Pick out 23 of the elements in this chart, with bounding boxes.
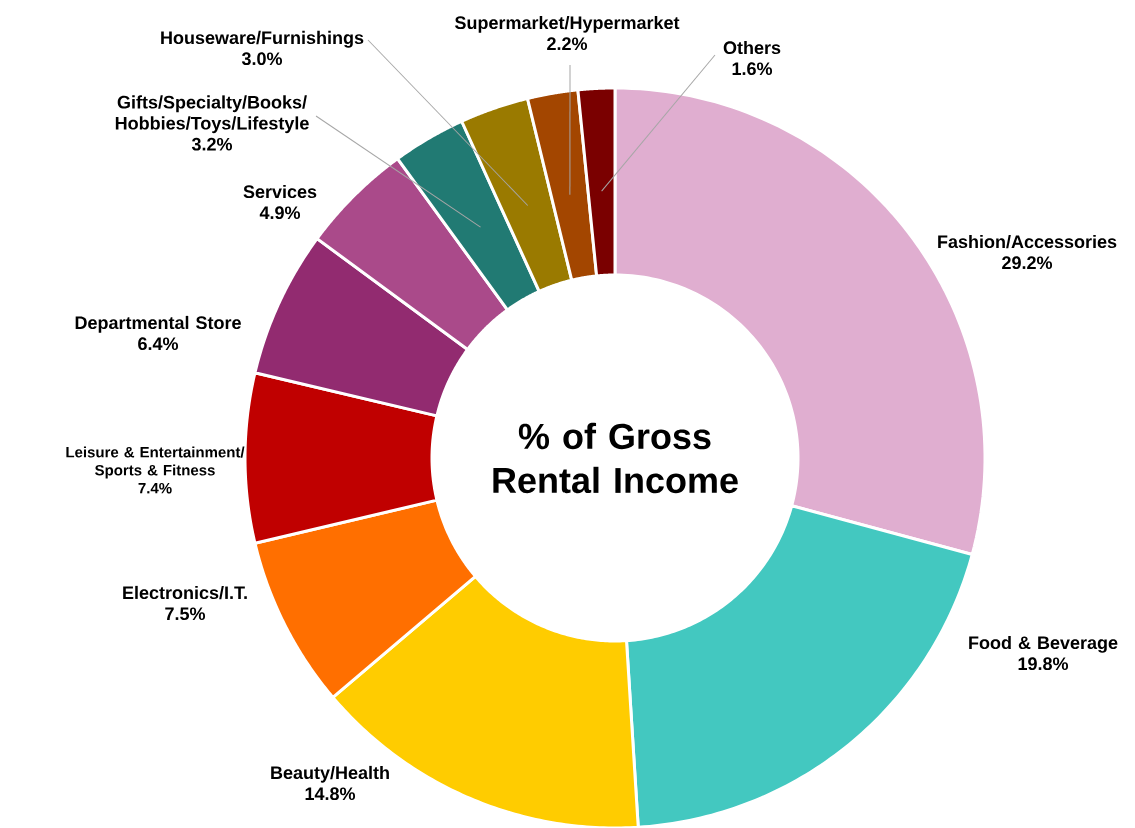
slice-label: Gifts/Specialty/Books/Hobbies/Toys/Lifestyle (115, 95, 309, 134)
slice-label: Houseware/Furnishings (161, 30, 364, 48)
slice-label: Beauty/Health (271, 765, 389, 783)
slice-label: Leisure & Entertainment/Sports & Fitness (66, 446, 245, 479)
data-label: 6.4% (138, 337, 179, 351)
data-label: 29.2% (1002, 256, 1053, 270)
data-label: 14.8% (305, 787, 356, 801)
text: % of Gross Rental Income (493, 422, 738, 494)
slice-label: Services (243, 184, 317, 199)
data-label: 1.6% (732, 62, 773, 76)
data-label: 3.0% (241, 52, 283, 66)
slice-label: Fashion/Accessories (938, 234, 1117, 249)
slice-label: Others (723, 40, 781, 55)
data-label: 19.8% (1018, 657, 1069, 671)
slice-label: Food & Beverage (969, 635, 1118, 653)
slice-label: Supermarket/Hypermarket (454, 15, 680, 33)
data-label: 7.4% (138, 482, 172, 494)
data-label: 2.2% (547, 37, 588, 51)
data-label: 3.2% (191, 137, 233, 151)
data-label: 4.9% (259, 206, 301, 220)
slice-label: Departmental Store (75, 315, 241, 333)
slice-label: Electronics/I.T. (123, 585, 247, 600)
data-label: 7.5% (165, 607, 206, 621)
